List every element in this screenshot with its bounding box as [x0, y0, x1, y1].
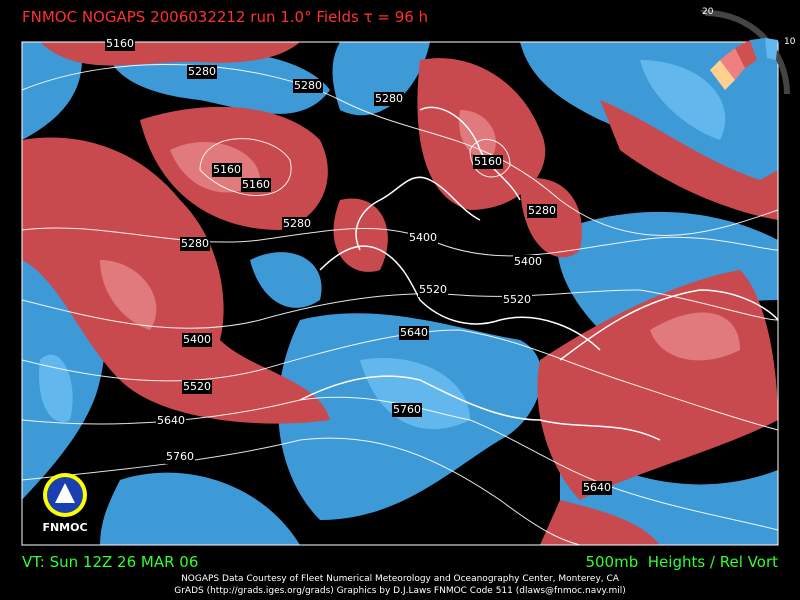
contour-label-bg	[418, 283, 448, 297]
colorbar-label: 10	[784, 37, 796, 47]
contour-label: 5520	[183, 380, 211, 393]
contour-label-bg	[180, 237, 210, 251]
contour-label: 5280	[528, 204, 556, 217]
contour-label: 5400	[183, 333, 211, 346]
contour-label: 5280	[188, 65, 216, 78]
field-name: 500mb Heights / Rel Vort	[585, 553, 778, 571]
contour-label: 5520	[503, 293, 531, 306]
contour-label: 5160	[106, 37, 134, 50]
contour-label: 5280	[375, 92, 403, 105]
contour-label: 5400	[409, 231, 437, 244]
contour-label-bg	[293, 79, 323, 93]
contour-label-bg	[165, 450, 195, 464]
contour-label-bg	[408, 231, 438, 245]
contour-label: 5160	[474, 155, 502, 168]
contour-label-bg	[502, 293, 532, 307]
contour-label: 5400	[514, 255, 542, 268]
contour-label: 5280	[294, 79, 322, 92]
contour-label-bg	[399, 326, 429, 340]
contour-label-bg	[527, 204, 557, 218]
contour-label: 5640	[583, 481, 611, 494]
contour-label-bg	[582, 481, 612, 495]
contour-label-bg	[182, 333, 212, 347]
contour-label-bg	[156, 414, 186, 428]
contour-label-bg	[392, 403, 422, 417]
contour-label-bg	[374, 92, 404, 106]
contour-label: 5160	[213, 163, 241, 176]
contour-label-bg	[187, 65, 217, 79]
credit-line: NOGAPS Data Courtesy of Fleet Numerical …	[181, 574, 620, 584]
contour-labels: 5160528052805280516051605160528052805280…	[105, 37, 612, 495]
contour-label: 5640	[157, 414, 185, 427]
contour-label: 5280	[181, 237, 209, 250]
contour-label-bg	[282, 217, 312, 231]
contour-label-bg	[513, 255, 543, 269]
contour-label-bg	[212, 163, 242, 177]
contour-label-bg	[241, 178, 271, 192]
contour-label: 5160	[242, 178, 270, 191]
field	[22, 42, 778, 545]
title: FNMOC NOGAPS 2006032212 run 1.0° Fields …	[22, 8, 428, 26]
credit-line: GrADS (http://grads.iges.org/grads) Grap…	[174, 586, 625, 596]
contour-label: 5760	[166, 450, 194, 463]
contour-label-bg	[105, 37, 135, 51]
map-frame	[21, 41, 779, 546]
contour-label-bg	[182, 380, 212, 394]
contour-label-bg	[473, 155, 503, 169]
valid-time: VT: Sun 12Z 26 MAR 06	[22, 553, 198, 571]
logo-label: FNMOC	[42, 521, 87, 534]
colorbar-label: 20	[702, 7, 714, 17]
contour-label: 5760	[393, 403, 421, 416]
colorbar: 20 10	[700, 7, 796, 94]
contour-label: 5640	[400, 326, 428, 339]
logo: FNMOC	[42, 473, 88, 534]
contour-label: 5520	[419, 283, 447, 296]
contour-label: 5280	[283, 217, 311, 230]
